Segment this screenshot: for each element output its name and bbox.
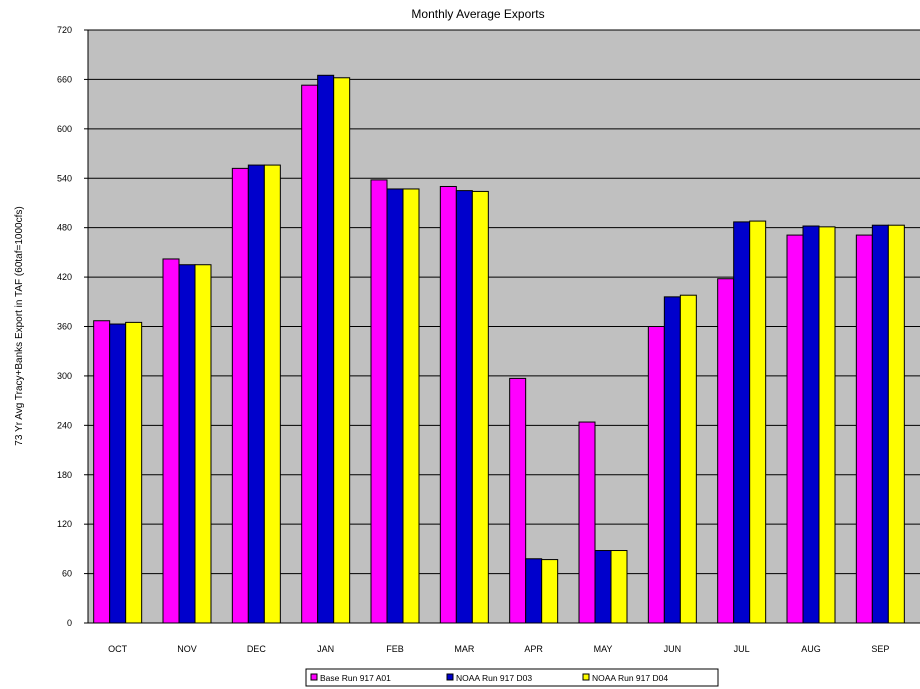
x-axis-categories: OCT NOV DEC JAN FEB MAR APR MAY JUN JUL AUG SEP [108, 644, 889, 654]
legend: Base Run 917 A01 NOAA Run 917 D03 NOAA Run… [305, 668, 719, 687]
y-tick-label: 660 [57, 74, 72, 84]
bar-jun-series-1 [647, 326, 665, 624]
y-tick-label: 60 [62, 569, 72, 579]
x-category-label: JUL [734, 644, 750, 654]
legend-entry: NOAA Run 917 D03 [456, 673, 532, 683]
bar-jun-series-2 [663, 296, 681, 624]
y-tick-label: 720 [57, 25, 72, 35]
y-tick-label: 360 [57, 322, 72, 332]
bar-feb-series-1 [370, 179, 388, 624]
x-category-label: APR [524, 644, 543, 654]
chart-title: Monthly Average Exports [411, 7, 544, 21]
x-category-label: JAN [317, 644, 334, 654]
y-tick-label: 0 [67, 618, 72, 628]
bar-aug-series-1 [786, 234, 804, 624]
x-category-label: DEC [247, 644, 267, 654]
y-tick-label: 240 [57, 420, 72, 430]
bar-jul-series-3 [749, 220, 767, 624]
bar-may-series-2 [594, 550, 612, 624]
bar-feb-series-2 [386, 188, 404, 624]
y-axis-label: 73 Yr Avg Tracy+Banks Export in TAF (60t… [14, 206, 25, 445]
x-category-label: MAY [594, 644, 613, 654]
legend-swatch [582, 673, 590, 681]
bar-jan-series-1 [301, 84, 319, 624]
legend-swatch [446, 673, 454, 681]
y-tick-label: 180 [57, 470, 72, 480]
bar-apr-series-2 [525, 558, 543, 624]
legend-box [305, 668, 719, 687]
bar-jan-series-2 [317, 74, 335, 624]
bar-mar-series-3 [471, 190, 489, 624]
bar-nov-series-3 [194, 264, 212, 624]
legend-swatch [310, 673, 318, 681]
bar-jan-series-3 [333, 77, 351, 624]
bar-oct-series-2 [109, 323, 127, 624]
legend-entry: NOAA Run 917 D04 [592, 673, 668, 683]
bar-nov-series-1 [162, 258, 180, 624]
y-tick-label: 120 [57, 519, 72, 529]
y-axis-ticks: 0 60 120 180 240 300 360 420 480 540 600 660 720 [57, 25, 88, 628]
bar-dec-series-3 [263, 164, 281, 624]
bar-apr-series-3 [541, 559, 559, 624]
bar-oct-series-1 [93, 320, 111, 624]
bar-feb-series-3 [402, 188, 420, 624]
grid-lines [88, 29, 920, 575]
bar-jul-series-2 [733, 221, 751, 624]
bar-dec-series-1 [231, 167, 249, 624]
bar-aug-series-3 [818, 226, 836, 624]
bar-mar-series-2 [455, 190, 473, 624]
y-tick-label: 300 [57, 371, 72, 381]
bar-aug-series-2 [802, 225, 820, 624]
bar-apr-series-1 [509, 377, 527, 624]
x-category-label: JUN [664, 644, 682, 654]
bar-sep-series-2 [871, 224, 889, 624]
bars [93, 74, 905, 624]
x-category-label: MAR [454, 644, 475, 654]
bar-nov-series-2 [178, 264, 196, 624]
bar-jul-series-1 [717, 278, 735, 624]
bar-jun-series-3 [679, 294, 697, 624]
bar-oct-series-3 [125, 321, 143, 624]
legend-entry: Base Run 917 A01 [320, 673, 391, 683]
x-category-label: AUG [801, 644, 821, 654]
y-tick-label: 600 [57, 124, 72, 134]
y-tick-label: 540 [57, 173, 72, 183]
x-category-label: OCT [108, 644, 128, 654]
bar-may-series-3 [610, 550, 628, 624]
bar-sep-series-3 [887, 224, 905, 624]
bar-sep-series-1 [855, 234, 873, 624]
x-category-label: SEP [871, 644, 889, 654]
bar-mar-series-1 [439, 185, 457, 624]
x-category-label: NOV [177, 644, 197, 654]
y-tick-label: 480 [57, 223, 72, 233]
x-category-label: FEB [386, 644, 404, 654]
bar-may-series-1 [578, 421, 596, 624]
y-tick-label: 420 [57, 272, 72, 282]
bar-dec-series-2 [247, 164, 265, 624]
